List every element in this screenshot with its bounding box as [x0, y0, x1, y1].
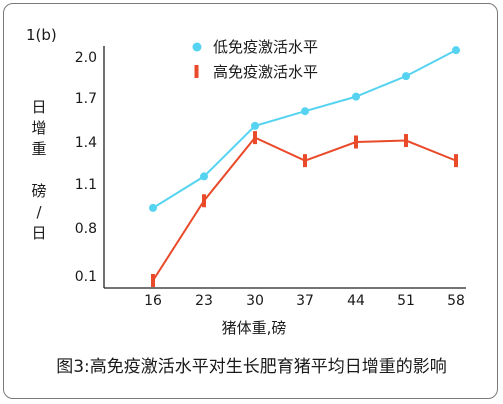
x-tick-label: 58 — [447, 293, 465, 309]
data-point-high — [253, 131, 257, 144]
data-point-high — [202, 194, 206, 207]
x-tick-label: 51 — [397, 293, 415, 309]
x-tick-label: 37 — [296, 293, 314, 309]
legend-marker-high — [195, 65, 199, 78]
x-tick-label: 30 — [246, 293, 264, 309]
y-tick-labels: 2.0 1.7 1.4 1.1 0.8 0.1 — [75, 50, 97, 285]
data-point-low — [402, 72, 410, 80]
data-point-low — [301, 107, 309, 115]
x-tick-label: 23 — [195, 293, 213, 309]
x-axis-label: 猪体重,磅 — [222, 319, 287, 337]
y-tick-label: 0.1 — [75, 269, 97, 285]
legend-label-low: 低免疫激活水平 — [213, 38, 318, 56]
x-tick-label: 44 — [347, 293, 365, 309]
legend-marker-low — [193, 43, 202, 52]
data-point-low — [200, 172, 208, 180]
y-tick-label: 1.4 — [75, 135, 97, 151]
data-point-low — [352, 93, 360, 101]
data-point-high — [354, 136, 358, 149]
data-point-low — [149, 204, 157, 212]
y-tick-label: 1.7 — [75, 91, 97, 107]
x-tick-labels: 16 23 30 37 44 51 58 — [144, 293, 465, 309]
legend: 低免疫激活水平 高免疫激活水平 — [193, 38, 319, 81]
x-tick-label: 16 — [144, 293, 162, 309]
data-point-high — [303, 154, 307, 167]
data-point-low — [251, 122, 259, 130]
data-point-low — [452, 46, 460, 54]
y-tick-label: 1.1 — [75, 177, 97, 193]
y-tick-label: 2.0 — [75, 50, 97, 66]
data-point-high — [404, 134, 408, 147]
data-point-high — [151, 274, 155, 287]
y-tick-label: 0.8 — [75, 221, 97, 237]
figure-caption: 图3:高免疫激活水平对生长肥育猪平均日增重的影响 — [0, 352, 503, 377]
legend-label-high: 高免疫激活水平 — [213, 63, 318, 81]
data-point-high — [454, 154, 458, 167]
series-layer — [149, 46, 460, 287]
